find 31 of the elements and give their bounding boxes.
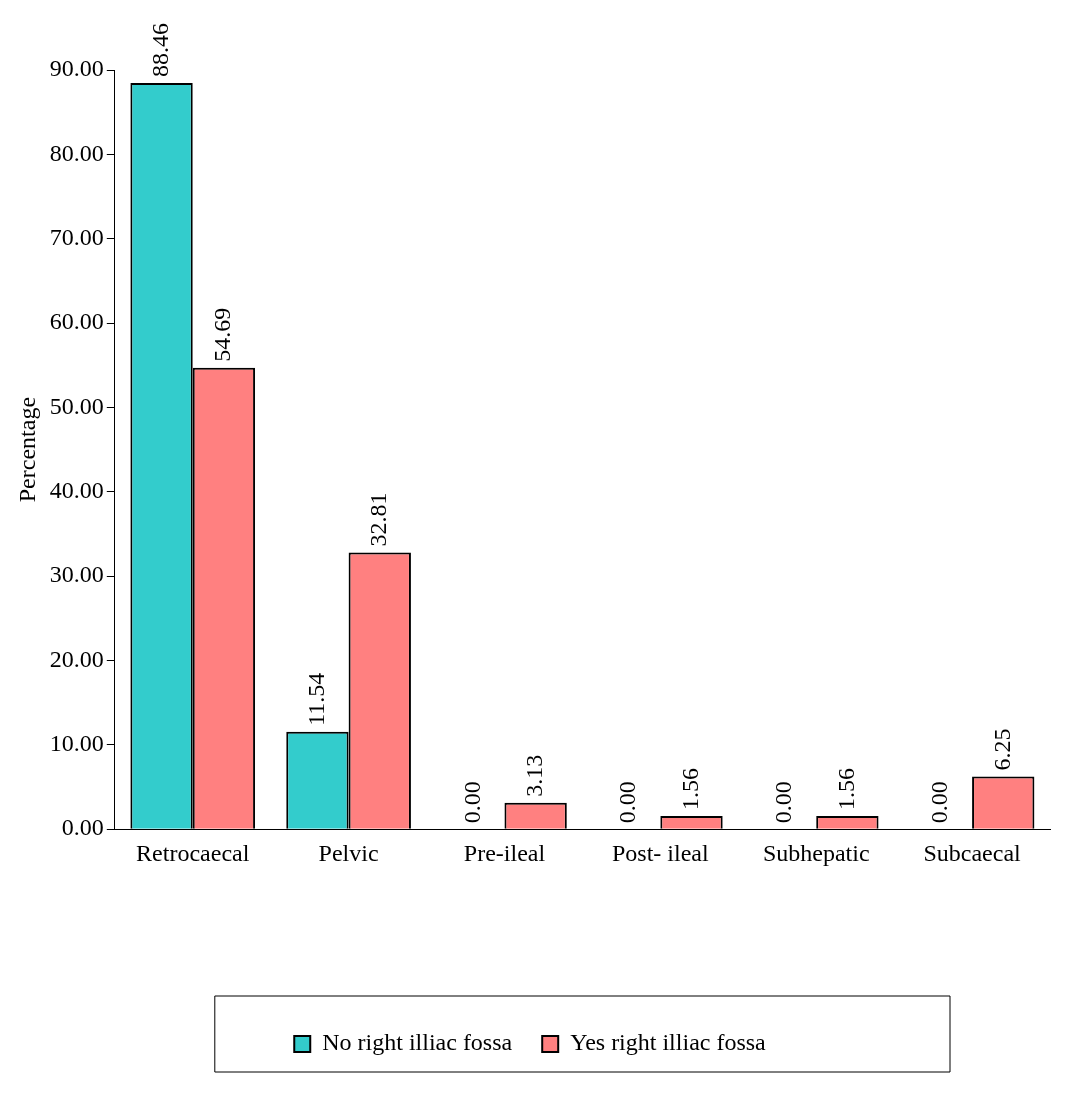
y-tick-label: 30.00 xyxy=(49,561,104,588)
text: 54.69 xyxy=(209,307,236,362)
y-tick-label: 40.00 xyxy=(49,477,104,504)
x-tick-label: Pre-ileal xyxy=(463,839,546,866)
y-axis-title: Percentage xyxy=(13,396,40,503)
y-tick-label: 70.00 xyxy=(49,224,104,251)
text: 11.54 xyxy=(302,672,329,726)
text: 0.00 xyxy=(458,781,485,824)
y-tick-label: 0.00 xyxy=(61,814,104,841)
y-tick-label: 60.00 xyxy=(49,308,104,335)
x-tick-label: Subcaecal xyxy=(923,839,1022,866)
text: 88.46 xyxy=(146,22,173,77)
y-tick-label: 50.00 xyxy=(49,392,104,419)
text: 32.81 xyxy=(365,492,392,547)
text: 0.00 xyxy=(926,781,953,824)
x-tick-label: Subhepatic xyxy=(762,839,870,866)
x-tick-label: Pelvic xyxy=(318,839,379,866)
text: 6.25 xyxy=(988,728,1015,771)
y-tick-label: 20.00 xyxy=(49,645,104,672)
y-tick-label: 80.00 xyxy=(49,139,104,166)
legend-label: No right illiac fossa xyxy=(322,1029,513,1056)
x-tick-label: Post- ileal xyxy=(612,839,709,866)
text: 1.56 xyxy=(676,768,703,811)
y-tick-label: 10.00 xyxy=(49,730,104,757)
legend-label: Yes right illiac fossa xyxy=(570,1029,767,1056)
text: 3.13 xyxy=(520,754,547,797)
text: 1.56 xyxy=(832,768,859,811)
text: 0.00 xyxy=(770,781,797,824)
y-tick-label: 90.00 xyxy=(49,55,104,82)
x-tick-label: Retrocaecal xyxy=(136,839,250,866)
text: 0.00 xyxy=(614,781,641,824)
